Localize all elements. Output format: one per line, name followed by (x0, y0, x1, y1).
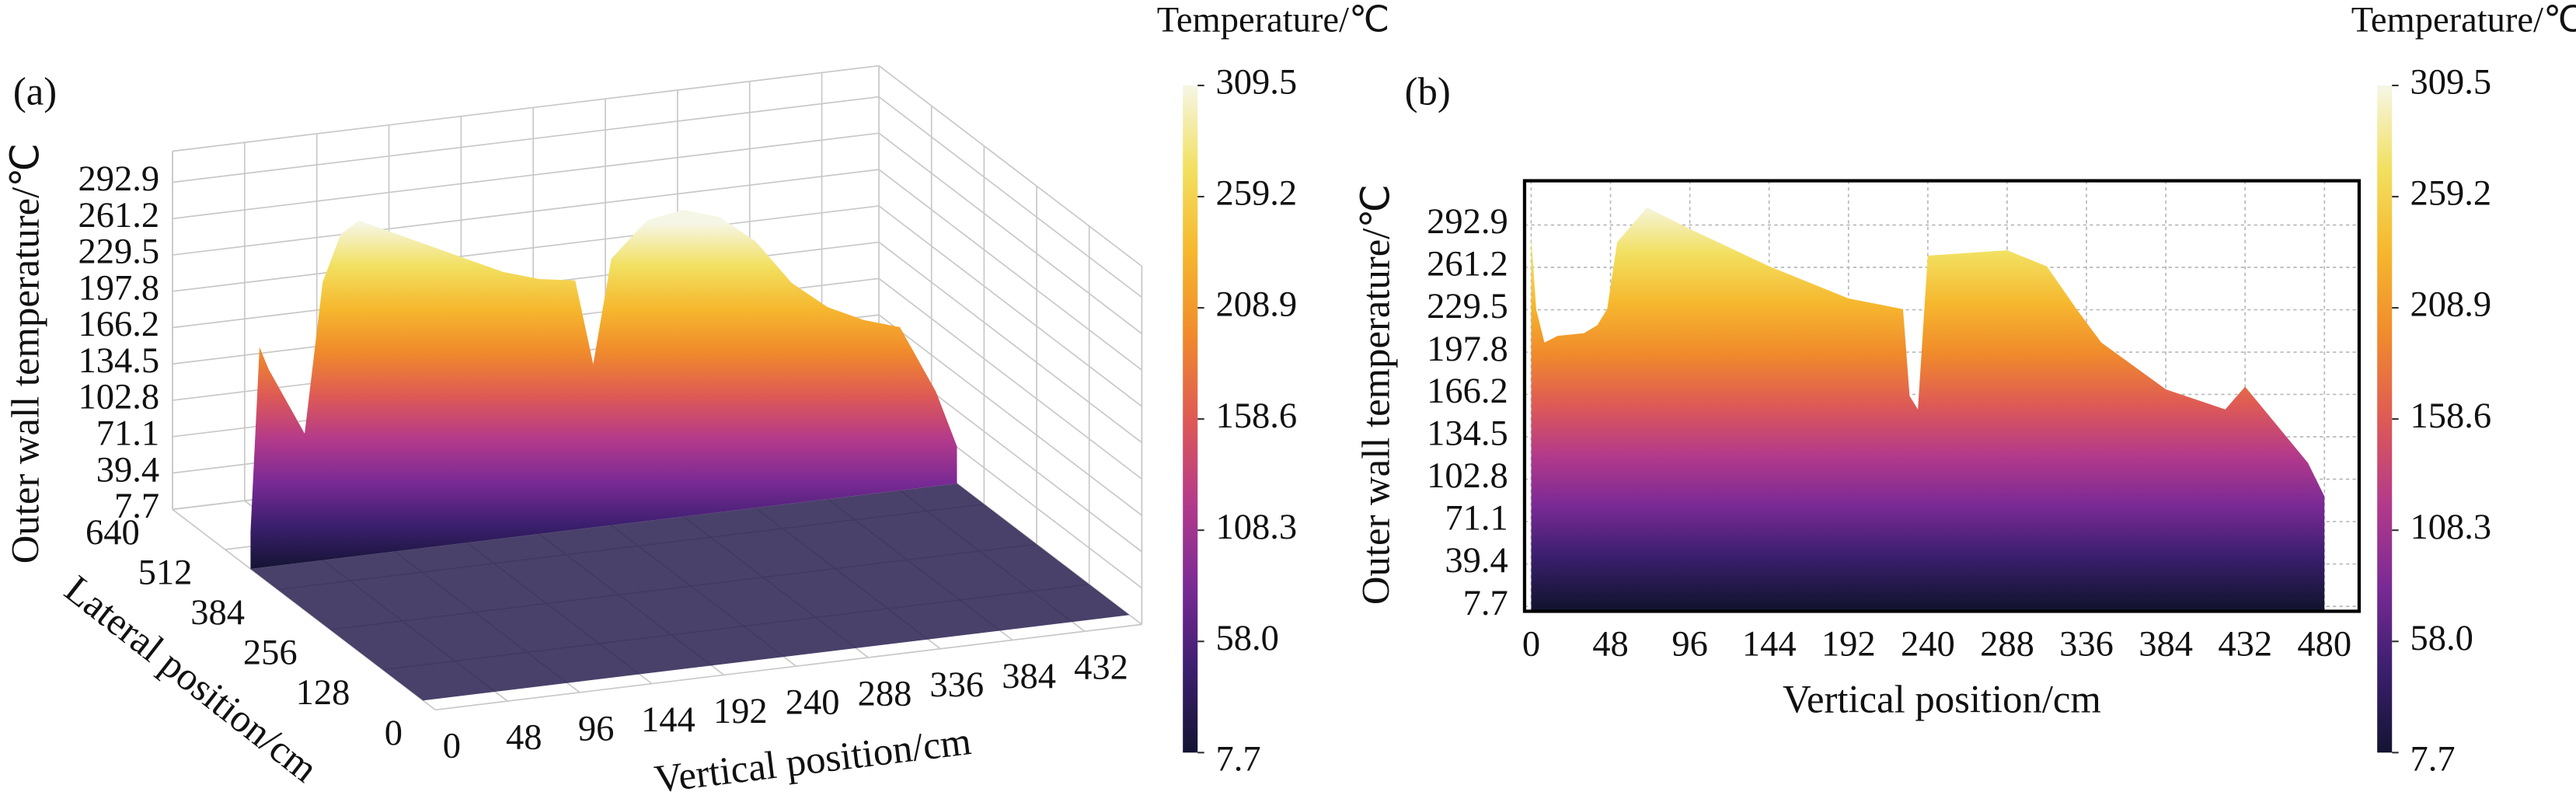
grid-line (172, 132, 880, 220)
y-tick-label: 134.5 (1427, 414, 1508, 454)
y-axis-label: Outer wall temperature/℃ (1354, 184, 1398, 605)
y-tick-label: 128 (296, 673, 350, 713)
grid-line (172, 169, 880, 256)
z-tick-label: 166.2 (78, 305, 159, 344)
grid-line (878, 205, 1142, 407)
x-tick-label: 192 (713, 692, 768, 731)
colorbar-title: Temperature/℃ (2351, 0, 2576, 40)
colorbar (2377, 85, 2393, 753)
y-tick-label: 229.5 (1427, 287, 1508, 326)
grid-line (878, 96, 1142, 298)
colorbar-title: Temperature/℃ (1157, 0, 1389, 40)
z-tick-label: 292.9 (78, 159, 159, 199)
x-tick-label: 96 (1671, 625, 1708, 665)
colorbar-tick-label: 7.7 (2410, 740, 2455, 780)
grid-line (435, 623, 1142, 711)
colorbar (1183, 85, 1198, 753)
x-tick-label: 0 (443, 727, 461, 766)
plot-frame (1522, 179, 2362, 613)
y-tick-label: 292.9 (1427, 202, 1508, 242)
z-tick-label: 71.1 (96, 413, 159, 453)
grid-line (172, 96, 880, 183)
x-tick-label: 144 (1742, 625, 1797, 665)
y-tick-label: 39.4 (1445, 541, 1508, 581)
x-tick-label: 0 (1522, 625, 1540, 665)
colorbar-tick-label: 7.7 (1215, 740, 1260, 780)
x-tick-label: 192 (1821, 625, 1876, 665)
colorbar-tick-label: 208.9 (2410, 285, 2491, 325)
x-axis-label: Vertical position/cm (1783, 678, 2101, 721)
z-axis-label: Outer wall temperature/℃ (4, 143, 47, 564)
y-tick-label: 640 (85, 513, 140, 553)
x-tick-label: 48 (1592, 625, 1629, 665)
y-tick-label: 0 (385, 714, 403, 753)
colorbar-tick-label: 158.6 (1215, 396, 1297, 436)
surface-floor (250, 483, 1130, 701)
grid-line (878, 314, 1142, 516)
y-tick-label: 256 (243, 633, 298, 673)
z-tick-label: 197.8 (78, 269, 159, 309)
colorbar-tick-label: 208.9 (1215, 285, 1297, 325)
x-tick-label: 432 (1074, 648, 1128, 688)
x-tick-label: 288 (1980, 625, 2034, 665)
z-tick-label: 229.5 (78, 232, 159, 272)
y-tick-label: 384 (190, 593, 245, 633)
axis-edge (172, 65, 880, 152)
x-tick-label: 384 (1002, 657, 1056, 696)
z-tick-label: 102.8 (78, 378, 159, 417)
x-tick-label: 480 (2297, 625, 2351, 665)
x-axis-label: Vertical position/cm (652, 719, 974, 801)
y-tick-label: 71.1 (1445, 499, 1508, 539)
colorbar-tick-label: 309.5 (1215, 63, 1297, 103)
x-tick-label: 144 (641, 700, 695, 740)
colorbar-tick-label: 108.3 (1215, 508, 1297, 547)
surface (250, 210, 957, 569)
x-tick-label: 336 (2059, 625, 2114, 665)
grid-line (878, 132, 1142, 334)
grid-line (878, 241, 1142, 444)
y-tick-label: 512 (138, 553, 193, 592)
colorbar-tick-label: 259.2 (1215, 174, 1297, 214)
x-tick-label: 48 (506, 718, 542, 758)
grid-line (878, 277, 1142, 480)
grid-line (172, 205, 880, 292)
x-tick-label: 240 (786, 683, 840, 723)
surface (1531, 207, 2325, 612)
panel-label: (a) (13, 69, 57, 113)
z-tick-label: 261.2 (78, 196, 159, 236)
y-tick-label: 197.8 (1427, 330, 1508, 369)
x-tick-label: 336 (929, 665, 984, 705)
x-tick-label: 384 (2139, 625, 2193, 665)
y-tick-label: 166.2 (1427, 372, 1508, 411)
y-tick-label: 7.7 (1463, 584, 1508, 623)
z-tick-label: 7.7 (114, 487, 159, 526)
colorbar-tick-label: 58.0 (2410, 619, 2473, 658)
z-tick-label: 39.4 (96, 450, 159, 490)
x-tick-label: 432 (2218, 625, 2272, 665)
grid-line (878, 169, 1142, 371)
colorbar-tick-label: 259.2 (2410, 174, 2491, 214)
x-tick-label: 96 (578, 709, 615, 748)
colorbar-tick-label: 309.5 (2410, 63, 2491, 103)
colorbar-tick-label: 158.6 (2410, 396, 2491, 436)
y-tick-label: 261.2 (1427, 245, 1508, 284)
x-tick-label: 288 (858, 674, 912, 714)
z-tick-label: 134.5 (78, 341, 159, 381)
colorbar-tick-label: 108.3 (2410, 508, 2491, 547)
panel-label: (b) (1405, 69, 1451, 113)
x-tick-label: 240 (1901, 625, 1955, 665)
y-tick-label: 102.8 (1427, 456, 1508, 496)
colorbar-tick-label: 58.0 (1215, 619, 1278, 658)
axis-edge (878, 65, 1142, 267)
